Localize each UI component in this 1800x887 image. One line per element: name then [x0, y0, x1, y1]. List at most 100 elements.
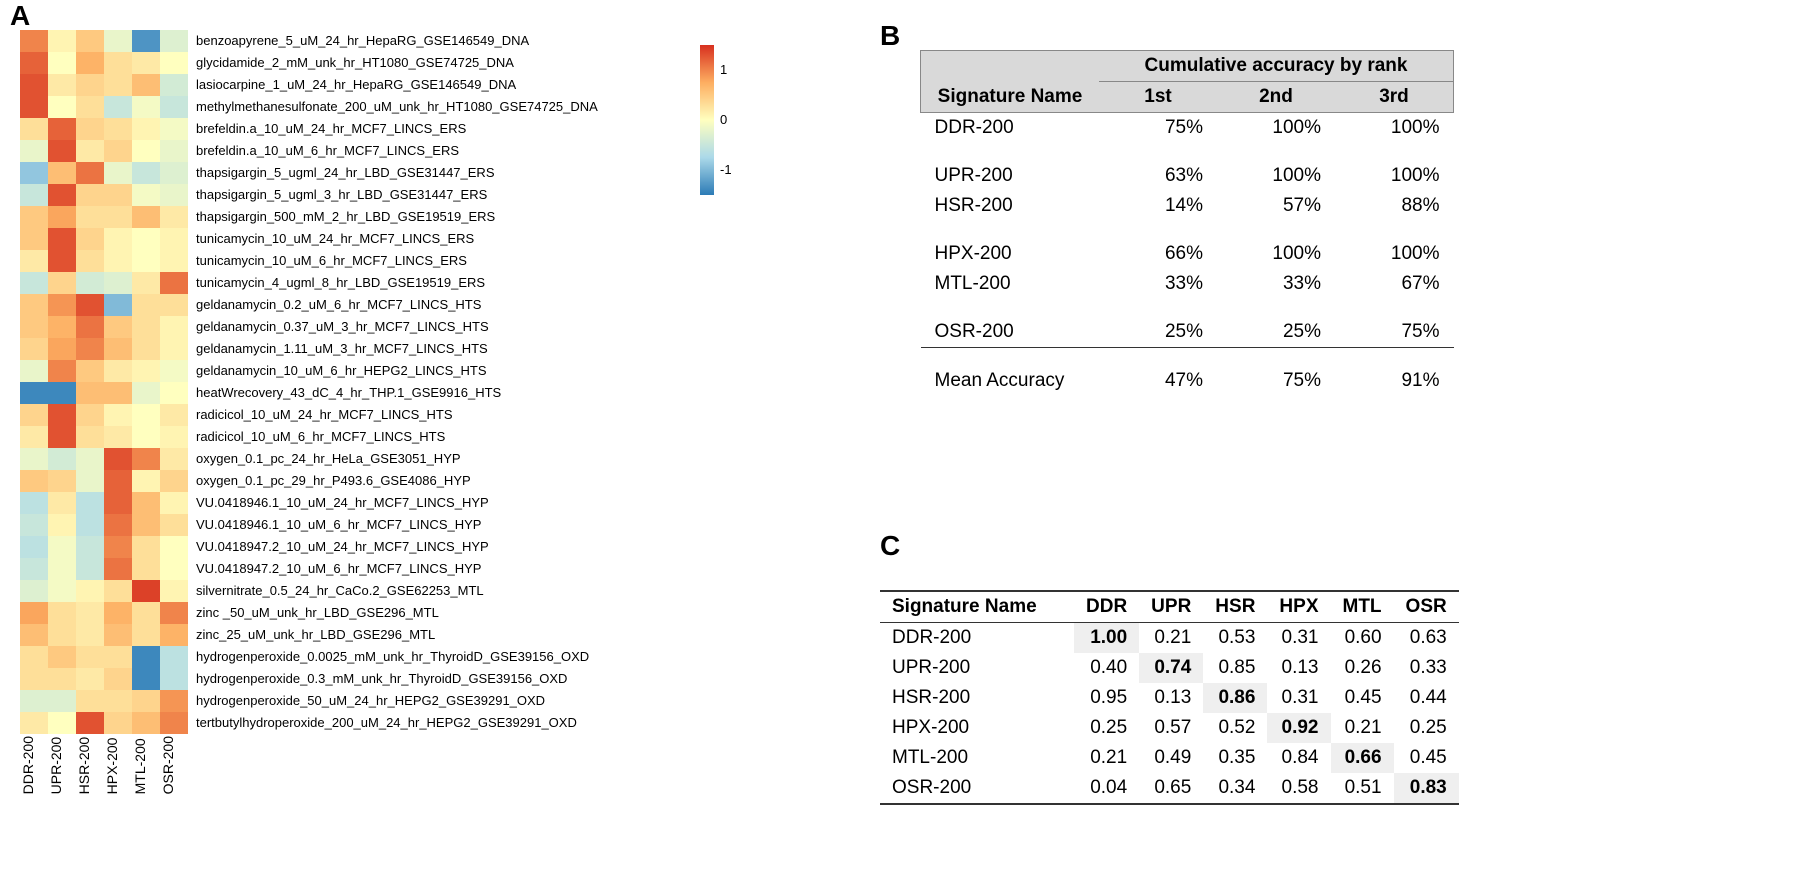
heatmap-cell — [48, 712, 76, 734]
heatmap-cell — [132, 338, 160, 360]
tb-rank-head: 3rd — [1335, 82, 1454, 113]
heatmap-cell — [132, 514, 160, 536]
heatmap-cell — [76, 52, 104, 74]
heatmap-row-label: geldanamycin_10_uM_6_hr_HEPG2_LINCS_HTS — [196, 360, 598, 382]
heatmap-cell — [160, 514, 188, 536]
heatmap-cell — [132, 228, 160, 250]
heatmap-cell — [20, 690, 48, 712]
tc-val: 0.13 — [1139, 683, 1203, 713]
tc-sig-name: OSR-200 — [880, 773, 1074, 804]
heatmap-cell — [132, 536, 160, 558]
heatmap-cell — [48, 118, 76, 140]
heatmap-cell — [132, 206, 160, 228]
tc-val: 0.04 — [1074, 773, 1139, 804]
heatmap-row-label: hydrogenperoxide_50_uM_24_hr_HEPG2_GSE39… — [196, 690, 598, 712]
heatmap-cell — [20, 360, 48, 382]
heatmap-col-label: HPX-200 — [104, 736, 132, 798]
tc-val: 0.95 — [1074, 683, 1139, 713]
tb-val: 100% — [1217, 113, 1335, 144]
heatmap-cell — [160, 272, 188, 294]
heatmap-cell — [20, 580, 48, 602]
tb-val: 33% — [1217, 269, 1335, 299]
heatmap-cell — [104, 184, 132, 206]
heatmap-cell — [104, 492, 132, 514]
tc-sig-name: HSR-200 — [880, 683, 1074, 713]
heatmap-cell — [48, 338, 76, 360]
heatmap-cell — [76, 668, 104, 690]
heatmap-cell — [160, 74, 188, 96]
heatmap-cell — [20, 272, 48, 294]
heatmap-cell — [20, 624, 48, 646]
heatmap-row-label: geldanamycin_0.37_uM_3_hr_MCF7_LINCS_HTS — [196, 316, 598, 338]
tc-head: UPR — [1139, 591, 1203, 623]
tc-row: MTL-2000.210.490.350.840.660.45 — [880, 743, 1459, 773]
heatmap-cell — [76, 272, 104, 294]
tc-row: HPX-2000.250.570.520.920.210.25 — [880, 713, 1459, 743]
heatmap-cell — [160, 602, 188, 624]
tc-val: 0.65 — [1139, 773, 1203, 804]
heatmap-row-label: oxygen_0.1_pc_24_hr_HeLa_GSE3051_HYP — [196, 448, 598, 470]
tc-val: 0.49 — [1139, 743, 1203, 773]
heatmap-row-label: VU.0418947.2_10_uM_24_hr_MCF7_LINCS_HYP — [196, 536, 598, 558]
heatmap-cell — [160, 250, 188, 272]
tb-mean-label: Mean Accuracy — [921, 366, 1100, 396]
heatmap-cell — [76, 492, 104, 514]
heatmap-cell — [160, 404, 188, 426]
heatmap-row-label: zinc_25_uM_unk_hr_LBD_GSE296_MTL — [196, 624, 598, 646]
heatmap-cell — [132, 558, 160, 580]
heatmap-row-label: silvernitrate_0.5_24_hr_CaCo.2_GSE62253_… — [196, 580, 598, 602]
heatmap-cell — [104, 140, 132, 162]
heatmap-cell — [20, 404, 48, 426]
heatmap-cell — [160, 646, 188, 668]
heatmap-cell — [20, 118, 48, 140]
tc-sig-name: MTL-200 — [880, 743, 1074, 773]
heatmap-cell — [132, 448, 160, 470]
tb-val: 67% — [1335, 269, 1454, 299]
heatmap-cell — [160, 448, 188, 470]
heatmap-cell — [48, 426, 76, 448]
panel-c-label: C — [880, 530, 900, 562]
tc-val: 0.60 — [1331, 623, 1394, 654]
heatmap-cell — [20, 602, 48, 624]
heatmap-cell — [132, 30, 160, 52]
heatmap-cell — [132, 250, 160, 272]
tc-val: 0.66 — [1331, 743, 1394, 773]
heatmap-cell — [76, 470, 104, 492]
heatmap-cell — [76, 162, 104, 184]
tb-row: DDR-20075%100%100% — [921, 113, 1454, 144]
heatmap-cell — [20, 162, 48, 184]
tb-mean-val: 47% — [1099, 366, 1217, 396]
tc-val: 0.25 — [1394, 713, 1459, 743]
heatmap-cell — [48, 184, 76, 206]
heatmap-cell — [20, 206, 48, 228]
heatmap-cell — [76, 206, 104, 228]
heatmap-cell — [104, 294, 132, 316]
tc-val: 0.83 — [1394, 773, 1459, 804]
tc-head: OSR — [1394, 591, 1459, 623]
heatmap-row-label: glycidamide_2_mM_unk_hr_HT1080_GSE74725_… — [196, 52, 598, 74]
heatmap-cell — [76, 448, 104, 470]
heatmap-cell — [48, 668, 76, 690]
heatmap-cell — [104, 470, 132, 492]
heatmap-cell — [48, 646, 76, 668]
heatmap-cell — [48, 96, 76, 118]
tb-row: OSR-20025%25%75% — [921, 317, 1454, 348]
heatmap-cell — [76, 74, 104, 96]
heatmap-cell — [76, 382, 104, 404]
heatmap-cell — [20, 536, 48, 558]
heatmap-cell — [20, 470, 48, 492]
heatmap-cell — [20, 294, 48, 316]
heatmap-row-label: hydrogenperoxide_0.0025_mM_unk_hr_Thyroi… — [196, 646, 598, 668]
heatmap-cell — [160, 558, 188, 580]
heatmap-cell — [160, 382, 188, 404]
heatmap-cell — [132, 712, 160, 734]
heatmap-cell — [48, 272, 76, 294]
heatmap-col-label: HSR-200 — [76, 736, 104, 798]
heatmap-cell — [20, 228, 48, 250]
heatmap-cell — [20, 96, 48, 118]
tb-val: 14% — [1099, 191, 1217, 221]
tb-val: 75% — [1335, 317, 1454, 348]
tc-val: 0.33 — [1394, 653, 1459, 683]
heatmap-cell — [132, 668, 160, 690]
heatmap-cell — [160, 536, 188, 558]
